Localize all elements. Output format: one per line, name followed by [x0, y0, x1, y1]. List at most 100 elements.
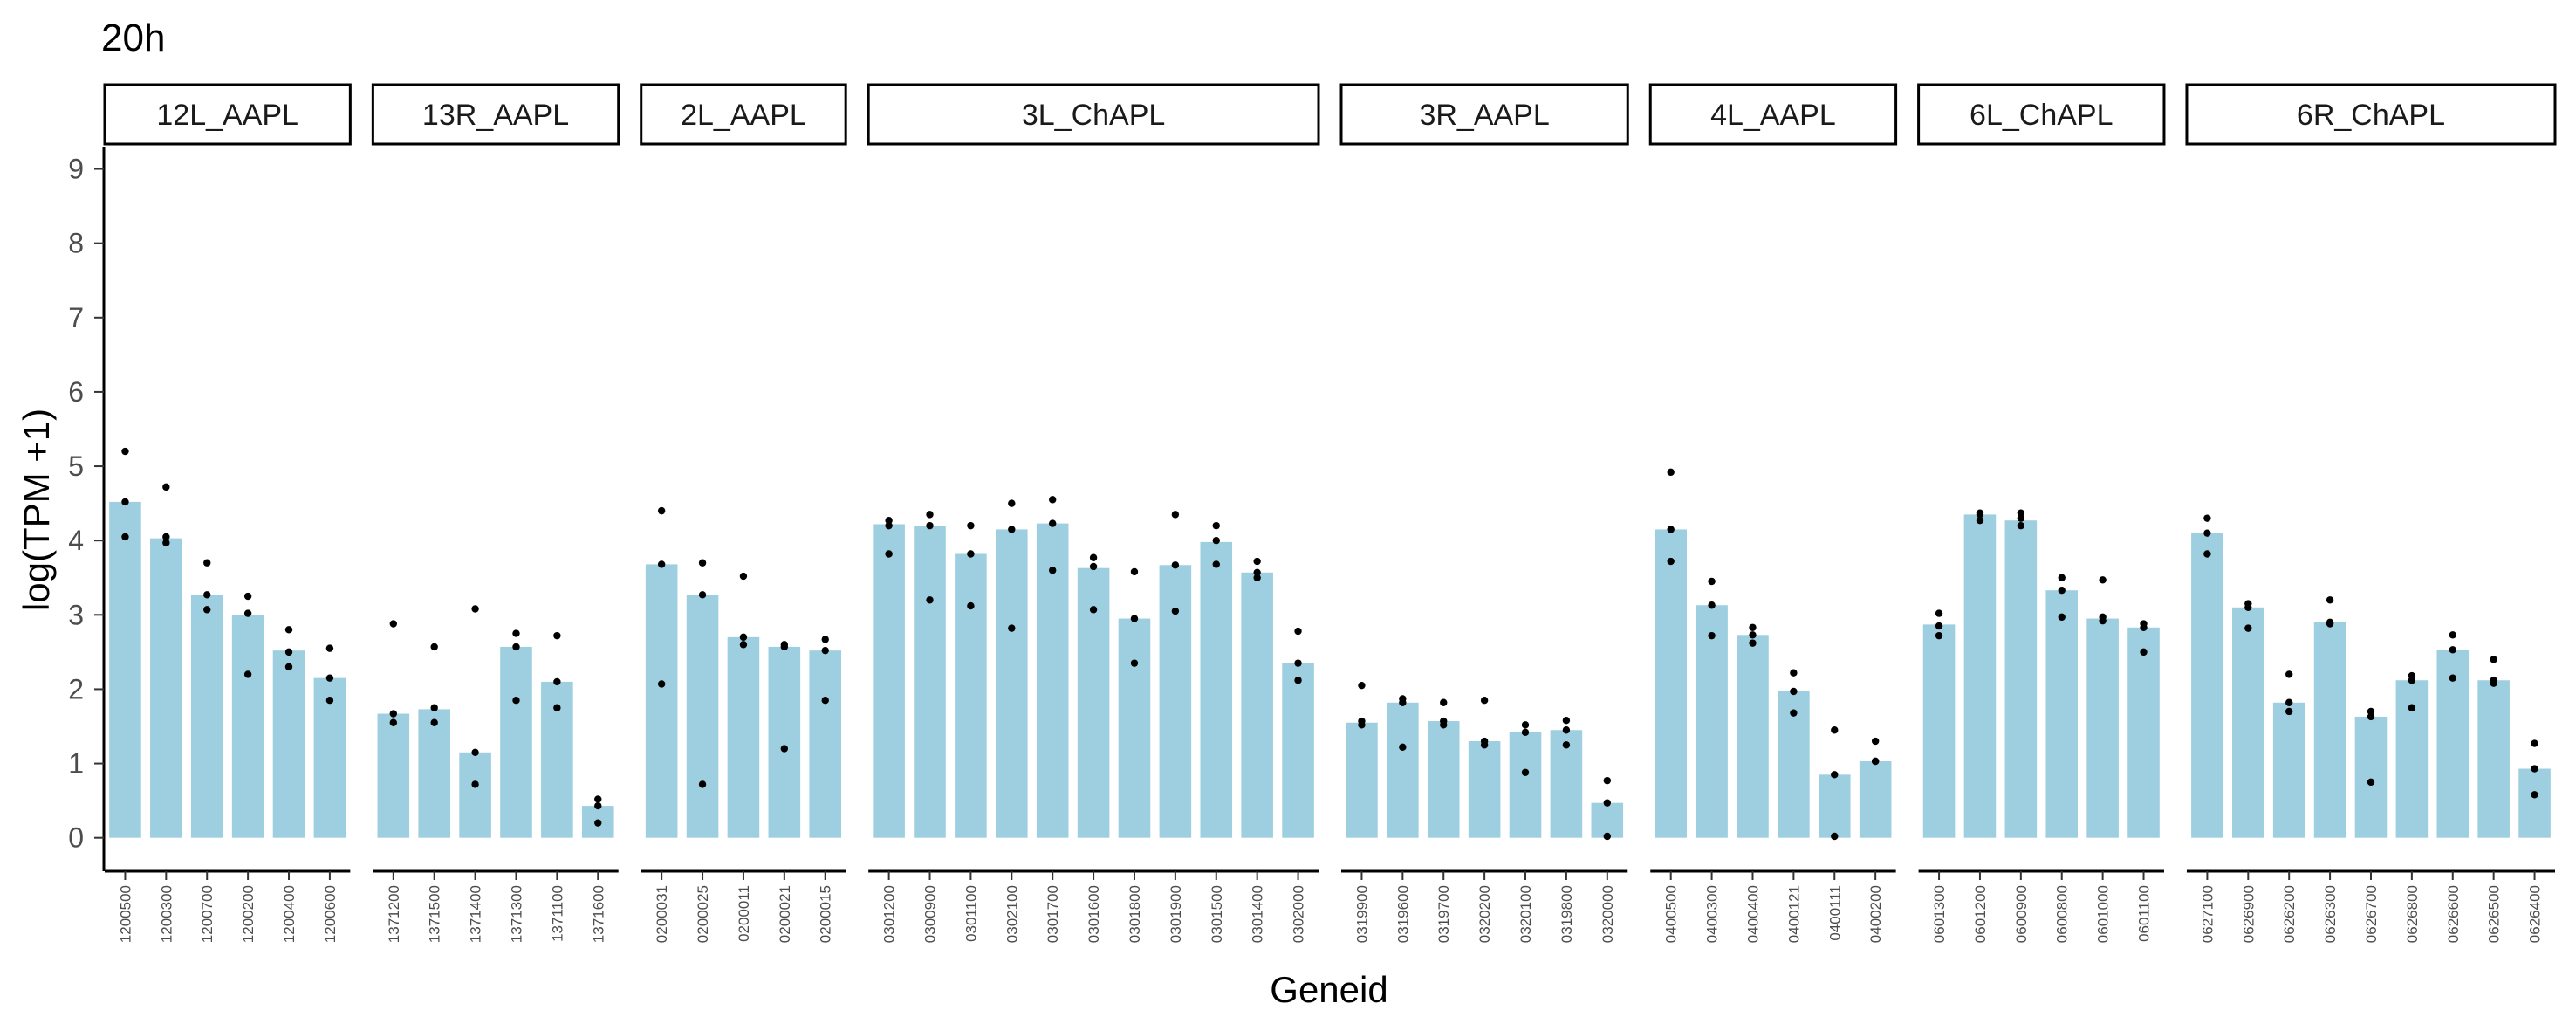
- data-point: [1212, 536, 1220, 545]
- data-point: [2285, 670, 2293, 678]
- data-point: [926, 511, 934, 519]
- x-tick-label: 0626800: [2404, 885, 2421, 943]
- data-point: [1171, 511, 1180, 519]
- bar: [1509, 732, 1542, 838]
- data-point: [1480, 697, 1489, 705]
- data-point: [2017, 514, 2025, 522]
- bar: [2395, 680, 2429, 838]
- data-point: [2367, 778, 2375, 787]
- bar: [1468, 741, 1501, 838]
- facet-label: 13R_AAPL: [422, 99, 569, 132]
- x-tick-label: 0319900: [1353, 885, 1370, 943]
- facet-strip: [1648, 83, 1898, 146]
- bar: [1859, 761, 1892, 838]
- data-point: [1130, 659, 1139, 667]
- data-point: [243, 592, 252, 601]
- y-tick-label: 9: [68, 154, 84, 185]
- x-tick-label: 0601300: [1931, 885, 1948, 943]
- data-point: [2058, 587, 2066, 595]
- data-point: [121, 447, 129, 456]
- bar: [500, 646, 532, 838]
- x-tick-label: 0302100: [1004, 885, 1020, 943]
- data-point: [1440, 721, 1448, 729]
- data-point: [553, 677, 561, 686]
- data-point: [1935, 609, 1943, 617]
- data-point: [780, 643, 789, 651]
- bar: [2477, 680, 2510, 838]
- bar: [2272, 702, 2305, 838]
- data-point: [512, 643, 520, 651]
- data-point: [2058, 574, 2066, 581]
- data-point: [1708, 577, 1716, 586]
- x-tick-label: 0601200: [1972, 885, 1989, 943]
- bar: [768, 646, 801, 838]
- data-point: [967, 601, 975, 610]
- data-point: [2099, 576, 2107, 584]
- x-tick-label: 0200025: [695, 885, 711, 943]
- data-point: [284, 663, 293, 671]
- data-point: [739, 572, 748, 581]
- x-tick-label: 0626600: [2445, 885, 2462, 943]
- bar: [873, 524, 905, 838]
- facet-strip: [1339, 83, 1629, 146]
- data-point: [325, 674, 334, 682]
- x-tick-label: 1371500: [427, 885, 443, 943]
- data-point: [2449, 674, 2456, 682]
- data-point: [2449, 631, 2456, 639]
- y-tick-label: 7: [68, 302, 84, 333]
- facet-strip: [640, 83, 847, 146]
- bar: [1963, 514, 1997, 838]
- x-tick-label: 0601000: [2095, 885, 2112, 943]
- x-tick-label: 1371400: [468, 885, 484, 943]
- data-point: [1562, 716, 1571, 725]
- facet-panel: 6L_ChAPL 0601300 0601200 0600900 0600800 0601…: [1917, 83, 2166, 943]
- bar: [2354, 716, 2388, 838]
- x-tick-label: 0200021: [777, 885, 793, 943]
- data-point: [1130, 615, 1139, 622]
- x-tick-label: 0301700: [1045, 885, 1061, 943]
- bar: [1387, 702, 1419, 838]
- data-point: [389, 718, 398, 726]
- data-point: [1212, 521, 1220, 530]
- facet-panel: 12L_AAPL 1200500 1200300 1200700 1200200 1200…: [103, 83, 352, 943]
- data-point: [2408, 677, 2416, 684]
- data-point: [2367, 712, 2375, 721]
- bar: [1159, 565, 1192, 838]
- data-point: [821, 697, 829, 705]
- data-point: [821, 636, 829, 643]
- data-point: [1603, 776, 1612, 785]
- x-tick-label: 1200700: [199, 885, 216, 943]
- data-point: [121, 498, 129, 506]
- data-point: [1253, 574, 1261, 581]
- y-tick-label: 6: [68, 376, 84, 408]
- data-point: [1562, 741, 1571, 749]
- data-point: [243, 670, 252, 678]
- data-point: [203, 606, 211, 614]
- data-point: [1790, 709, 1798, 717]
- x-tick-label: 0400111: [1826, 885, 1843, 941]
- x-tick-label: 0301400: [1250, 885, 1266, 943]
- data-point: [739, 633, 748, 642]
- data-point: [471, 748, 479, 756]
- bar: [955, 553, 987, 838]
- facet-label: 3L_ChAPL: [1022, 99, 1165, 132]
- data-point: [2326, 596, 2334, 604]
- x-tick-label: 0301100: [963, 885, 979, 942]
- bar: [1696, 605, 1728, 838]
- data-point: [512, 629, 520, 637]
- bar: [1922, 624, 1956, 838]
- bar: [727, 636, 760, 838]
- data-point: [2490, 679, 2497, 687]
- y-tick-label: 1: [68, 748, 84, 780]
- data-point: [2244, 603, 2252, 611]
- facet-panels: 12L_AAPL 1200500 1200300 1200700 1200200 1200…: [103, 83, 2557, 943]
- data-point: [2531, 791, 2538, 799]
- y-tick-label: 4: [68, 525, 84, 556]
- data-point: [1294, 677, 1302, 684]
- data-point: [594, 795, 602, 803]
- bar: [914, 526, 946, 838]
- bar: [231, 615, 264, 838]
- data-point: [1089, 553, 1098, 561]
- data-point: [967, 550, 975, 558]
- data-point: [2408, 704, 2416, 711]
